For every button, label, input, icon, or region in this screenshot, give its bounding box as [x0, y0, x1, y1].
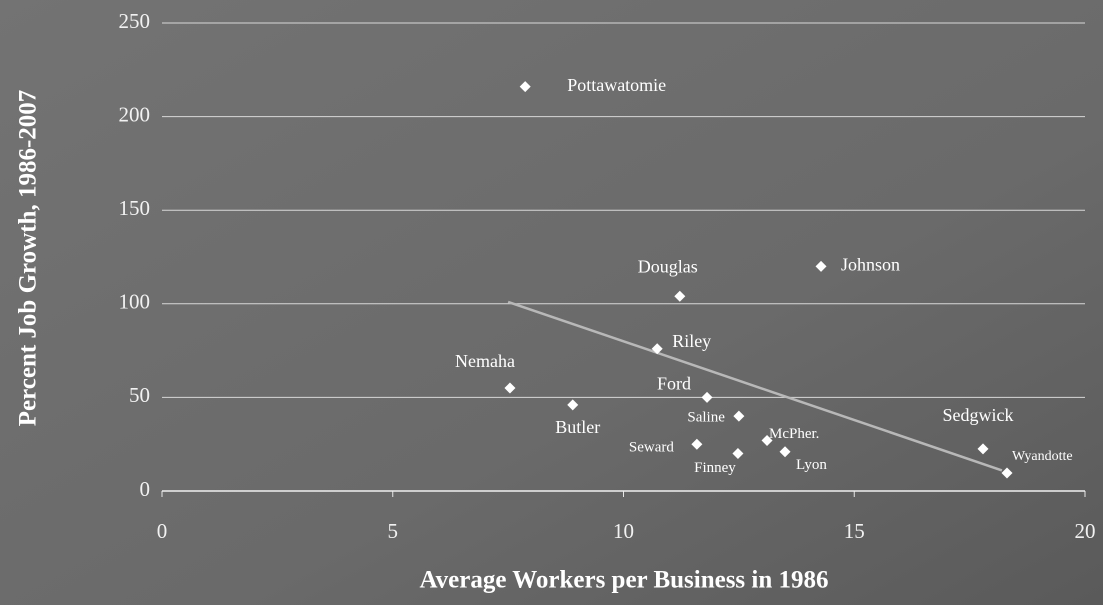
point	[691, 438, 703, 450]
point-label: Douglas	[638, 256, 698, 276]
y-tick-label: 50	[129, 383, 150, 407]
x-tick-label: 0	[157, 519, 168, 543]
y-tick-label: 150	[119, 196, 151, 220]
point-label: Seward	[629, 440, 674, 456]
x-axis-title: Average Workers per Business in 1986	[419, 567, 828, 594]
point-label: Johnson	[841, 254, 900, 274]
point	[651, 343, 663, 355]
point-label: Wyandotte	[1012, 449, 1073, 464]
x-tick-label: 10	[613, 519, 634, 543]
point	[519, 81, 531, 93]
point	[977, 443, 989, 455]
y-tick-label: 250	[119, 9, 151, 33]
point-label: Lyon	[796, 457, 827, 473]
y-tick-label: 200	[119, 102, 151, 126]
point	[732, 448, 744, 460]
x-tick-label: 5	[388, 519, 399, 543]
x-tick-label: 15	[844, 519, 865, 543]
point	[815, 260, 827, 272]
trend-line	[507, 300, 1003, 472]
point-label: Saline	[687, 410, 725, 426]
point	[504, 382, 516, 394]
point-label: Butler	[555, 417, 600, 437]
point-label: Sedgwick	[943, 405, 1014, 425]
point	[779, 446, 791, 458]
y-tick-label: 0	[140, 477, 151, 501]
point	[567, 399, 579, 411]
point	[733, 410, 745, 422]
point-label: Finney	[694, 460, 736, 476]
x-tick-label: 20	[1075, 519, 1096, 543]
point-label: Ford	[657, 374, 691, 394]
point-label: Pottawatomie	[567, 75, 666, 95]
point	[674, 290, 686, 302]
point-label: McPher.	[769, 426, 819, 442]
point	[701, 391, 713, 403]
point-label: Nemaha	[455, 351, 515, 371]
point-label: Riley	[672, 331, 711, 351]
y-tick-label: 100	[119, 290, 151, 314]
point	[761, 434, 773, 446]
y-axis-title: Percent Job Growth, 1986-2007	[15, 90, 42, 427]
point	[1001, 467, 1013, 479]
